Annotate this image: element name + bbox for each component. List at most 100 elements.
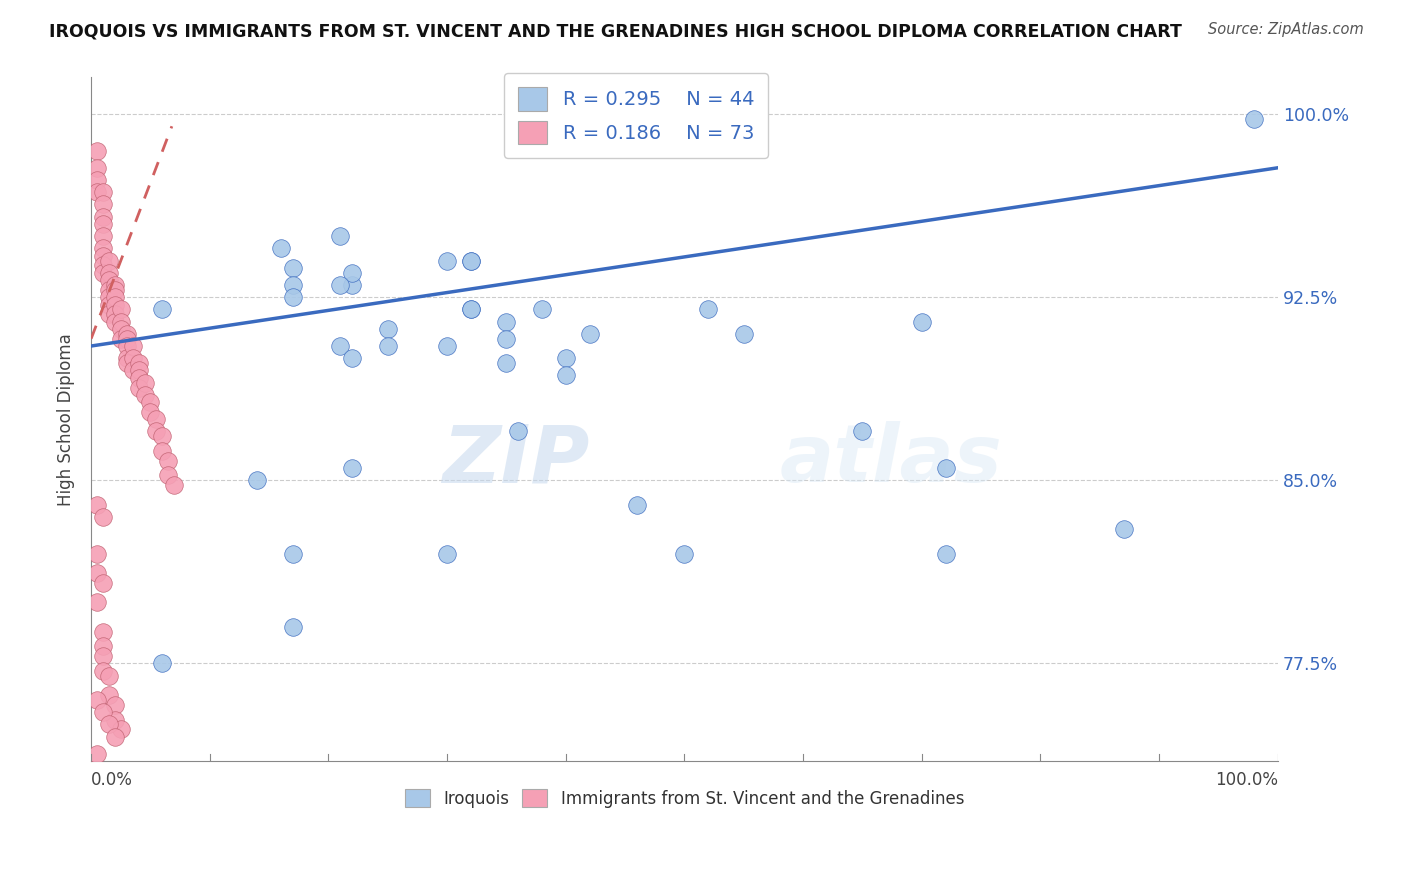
Point — [163, 478, 186, 492]
Point — [97, 253, 120, 268]
Point — [436, 547, 458, 561]
Point — [128, 356, 150, 370]
Legend: Iroquois, Immigrants from St. Vincent and the Grenadines: Iroquois, Immigrants from St. Vincent an… — [398, 783, 972, 814]
Point — [104, 297, 127, 311]
Point — [110, 322, 132, 336]
Point — [733, 326, 755, 341]
Point — [91, 185, 114, 199]
Point — [110, 302, 132, 317]
Point — [97, 668, 120, 682]
Point — [91, 624, 114, 639]
Point — [91, 510, 114, 524]
Point — [104, 730, 127, 744]
Point — [86, 595, 108, 609]
Point — [86, 173, 108, 187]
Point — [342, 277, 364, 292]
Point — [460, 302, 482, 317]
Point — [91, 241, 114, 255]
Point — [377, 339, 399, 353]
Point — [626, 498, 648, 512]
Point — [86, 498, 108, 512]
Point — [342, 351, 364, 366]
Point — [134, 376, 156, 390]
Point — [281, 277, 304, 292]
Point — [91, 705, 114, 719]
Point — [495, 356, 517, 370]
Point — [150, 444, 173, 458]
Point — [128, 370, 150, 384]
Point — [145, 412, 167, 426]
Point — [86, 185, 108, 199]
Point — [145, 425, 167, 439]
Point — [495, 315, 517, 329]
Point — [86, 566, 108, 580]
Point — [157, 454, 180, 468]
Point — [329, 277, 352, 292]
Point — [150, 429, 173, 443]
Point — [281, 620, 304, 634]
Point — [97, 307, 120, 321]
Point — [139, 395, 162, 409]
Point — [342, 461, 364, 475]
Point — [97, 266, 120, 280]
Point — [460, 302, 482, 317]
Text: IROQUOIS VS IMMIGRANTS FROM ST. VINCENT AND THE GRENADINES HIGH SCHOOL DIPLOMA C: IROQUOIS VS IMMIGRANTS FROM ST. VINCENT … — [49, 22, 1182, 40]
Point — [460, 253, 482, 268]
Point — [104, 277, 127, 292]
Point — [91, 197, 114, 211]
Point — [86, 547, 108, 561]
Text: atlas: atlas — [779, 421, 1002, 500]
Point — [436, 339, 458, 353]
Point — [104, 713, 127, 727]
Point — [329, 339, 352, 353]
Point — [91, 575, 114, 590]
Point — [91, 249, 114, 263]
Point — [104, 698, 127, 712]
Point — [86, 693, 108, 707]
Point — [531, 302, 554, 317]
Point — [935, 547, 957, 561]
Point — [281, 260, 304, 275]
Point — [508, 112, 530, 126]
Point — [578, 326, 600, 341]
Point — [121, 351, 143, 366]
Point — [110, 723, 132, 737]
Point — [91, 217, 114, 231]
Point — [157, 468, 180, 483]
Point — [935, 461, 957, 475]
Point — [329, 229, 352, 244]
Y-axis label: High School Diploma: High School Diploma — [58, 333, 75, 506]
Point — [697, 302, 720, 317]
Point — [281, 547, 304, 561]
Text: 100.0%: 100.0% — [1215, 771, 1278, 789]
Point — [460, 253, 482, 268]
Point — [86, 161, 108, 175]
Point — [104, 315, 127, 329]
Text: ZIP: ZIP — [441, 421, 589, 500]
Point — [91, 649, 114, 664]
Point — [86, 144, 108, 158]
Text: 0.0%: 0.0% — [91, 771, 134, 789]
Point — [115, 351, 138, 366]
Point — [91, 664, 114, 678]
Point — [97, 688, 120, 702]
Point — [342, 266, 364, 280]
Point — [91, 210, 114, 224]
Point — [97, 717, 120, 731]
Point — [673, 547, 696, 561]
Text: Source: ZipAtlas.com: Source: ZipAtlas.com — [1208, 22, 1364, 37]
Point — [554, 351, 576, 366]
Point — [911, 315, 934, 329]
Point — [91, 259, 114, 273]
Point — [97, 283, 120, 297]
Point — [121, 339, 143, 353]
Point — [851, 425, 873, 439]
Point — [1112, 522, 1135, 536]
Point — [115, 356, 138, 370]
Point — [150, 657, 173, 671]
Point — [104, 290, 127, 304]
Point — [495, 332, 517, 346]
Point — [86, 747, 108, 761]
Point — [115, 326, 138, 341]
Point — [115, 332, 138, 346]
